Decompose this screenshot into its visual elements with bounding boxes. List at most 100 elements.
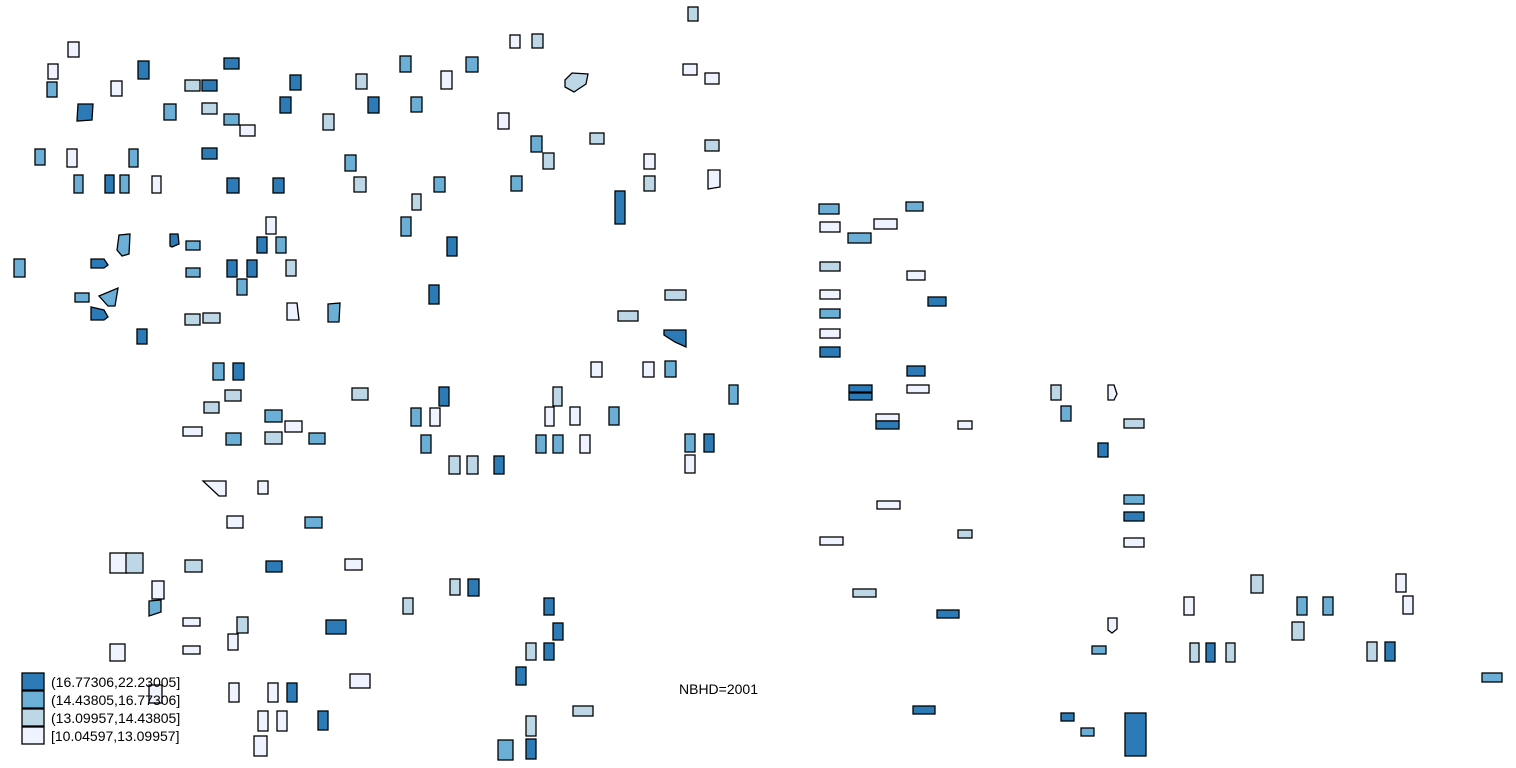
parcel	[848, 392, 873, 401]
parcel	[1097, 442, 1109, 458]
parcel	[90, 306, 109, 321]
parcel-layer	[13, 6, 1503, 761]
parcel	[664, 289, 687, 301]
parcel	[905, 201, 924, 212]
parcel	[202, 312, 221, 324]
parcel	[97, 286, 119, 307]
parcel	[201, 102, 218, 115]
parcel	[906, 384, 930, 394]
parcel	[253, 735, 268, 757]
legend-swatch-class-1	[21, 726, 45, 745]
parcel	[212, 362, 225, 381]
parcel	[873, 218, 898, 230]
parcel	[467, 578, 480, 597]
parcel	[34, 148, 46, 166]
parcel	[1250, 574, 1264, 594]
parcel	[1107, 617, 1118, 634]
parcel	[411, 193, 422, 211]
parcel	[400, 216, 412, 237]
parcel	[257, 710, 269, 732]
parcel	[429, 407, 441, 427]
parcel	[201, 79, 218, 92]
parcel	[119, 174, 130, 194]
parcel	[184, 79, 201, 92]
parcel	[819, 221, 841, 233]
parcel	[707, 169, 721, 190]
parcel	[1189, 642, 1200, 663]
parcel	[590, 361, 603, 378]
parcel	[169, 233, 180, 248]
parcel	[819, 328, 841, 339]
parcel	[1123, 418, 1145, 429]
parcel	[497, 112, 510, 130]
legend-swatch-class-3	[21, 690, 45, 709]
parcel	[1123, 494, 1145, 505]
parcel	[344, 558, 363, 571]
parcel	[399, 55, 412, 73]
parcel	[497, 739, 514, 761]
parcel	[1366, 641, 1378, 662]
parcel	[531, 33, 544, 49]
parcel	[664, 360, 677, 378]
parcel	[236, 616, 249, 634]
parcel	[819, 308, 841, 319]
parcel	[265, 216, 277, 235]
parcel	[109, 552, 128, 574]
parcel	[847, 232, 872, 244]
parcel	[564, 72, 589, 93]
parcel	[148, 599, 162, 617]
parcel	[703, 433, 715, 453]
parcel	[544, 406, 555, 427]
parcel	[185, 267, 201, 278]
parcel	[184, 313, 201, 326]
parcel	[73, 174, 84, 194]
map-legend: (16.77306,22.23005] (14.43805,16.77306] …	[21, 672, 180, 745]
neighborhood-label: NBHD=2001	[679, 681, 758, 697]
parcel	[304, 516, 323, 529]
parcel	[201, 147, 218, 160]
parcel	[1124, 712, 1147, 757]
parcel	[1183, 596, 1195, 616]
parcel	[875, 413, 900, 422]
parcel	[819, 289, 841, 300]
parcel	[542, 152, 555, 170]
parcel	[286, 302, 300, 321]
parcel	[285, 259, 297, 277]
parcel	[225, 432, 242, 446]
parcel	[67, 41, 80, 58]
parcel	[912, 705, 936, 715]
parcel	[349, 673, 371, 689]
parcel	[642, 361, 655, 378]
parcel	[276, 710, 288, 732]
parcel	[182, 645, 201, 655]
parcel	[589, 132, 605, 145]
parcel	[552, 386, 563, 407]
parcel	[223, 113, 240, 126]
parcel	[510, 175, 523, 192]
parcel	[289, 74, 302, 91]
legend-label-class-3: (14.43805,16.77306]	[51, 692, 180, 708]
legend-label-class-4: (16.77306,22.23005]	[51, 674, 180, 690]
parcel	[936, 609, 960, 619]
parcel	[104, 174, 115, 194]
parcel	[47, 63, 59, 80]
parcel	[317, 710, 329, 731]
parcel	[608, 406, 620, 426]
parcel	[1296, 596, 1308, 616]
parcel	[1322, 596, 1334, 616]
parcel	[201, 480, 227, 497]
parcel	[185, 240, 201, 251]
legend-swatch-class-4	[21, 672, 45, 691]
parcel	[515, 666, 527, 686]
parcel	[239, 124, 256, 137]
parcel	[232, 362, 245, 381]
parcel	[227, 633, 239, 651]
parcel	[246, 259, 258, 278]
parcel	[1123, 537, 1145, 548]
parcel	[852, 588, 877, 598]
parcel	[579, 434, 591, 454]
legend-swatch-class-2	[21, 708, 45, 727]
parcel	[116, 233, 131, 257]
parcel	[663, 329, 687, 349]
